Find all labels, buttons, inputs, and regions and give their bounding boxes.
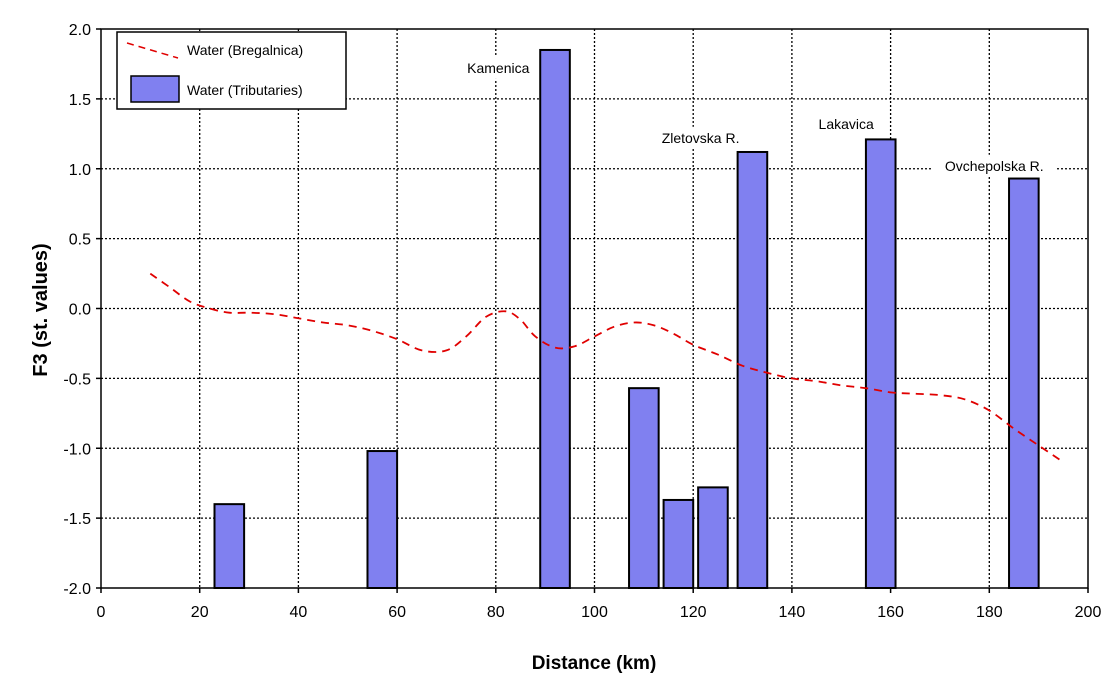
bar-tributary bbox=[697, 486, 729, 590]
bar-tributary bbox=[864, 138, 897, 589]
y-axis-ticks: -2.0 -1.5 -1.0 -0.5 0.0 0.5 1.0 1.5 2.0 bbox=[63, 22, 101, 598]
bar-tributary bbox=[1008, 177, 1040, 589]
annotations: Kamenica Zletovska R. Lakavica Ovchepolska … bbox=[460, 56, 1057, 177]
legend-line-swatch bbox=[126, 42, 179, 59]
grid-lines bbox=[101, 29, 1088, 588]
bar-tributary bbox=[628, 387, 660, 589]
x-tick-label: 20 bbox=[191, 604, 209, 621]
x-tick-label: 60 bbox=[388, 604, 406, 621]
x-tick-label: 160 bbox=[877, 604, 904, 621]
x-tick-label: 40 bbox=[290, 604, 308, 621]
annotation-bg bbox=[931, 154, 1057, 177]
y-tick-label: 1.0 bbox=[69, 162, 91, 179]
line-series bbox=[149, 272, 1064, 463]
bar-tributary bbox=[736, 150, 769, 589]
bar-tributary bbox=[539, 48, 571, 589]
legend-label-tributaries: Water (Tributaries) bbox=[187, 82, 303, 98]
y-tick-label: 1.5 bbox=[69, 92, 91, 109]
annotation-bg bbox=[646, 126, 755, 149]
annotation-label: Ovchepolska R. bbox=[945, 158, 1044, 174]
legend-bar-swatch bbox=[130, 75, 180, 103]
x-tick-label: 200 bbox=[1075, 604, 1102, 621]
annotation-label: Zletovska R. bbox=[662, 130, 740, 146]
y-tick-label: 2.0 bbox=[69, 22, 91, 39]
y-tick-label: -0.5 bbox=[63, 371, 91, 388]
x-axis-ticks: 0 20 40 60 80 100 120 140 160 180 200 bbox=[97, 588, 1102, 621]
x-tick-label: 180 bbox=[976, 604, 1003, 621]
legend: Water (Bregalnica) Water (Tributaries) bbox=[116, 31, 347, 110]
y-tick-label: 0.0 bbox=[69, 302, 91, 319]
x-axis-label: Distance (km) bbox=[532, 653, 657, 674]
y-tick-label: -2.0 bbox=[63, 581, 91, 598]
legend-label-bregalnica: Water (Bregalnica) bbox=[187, 42, 303, 58]
y-tick-label: -1.5 bbox=[63, 511, 91, 528]
x-tick-label: 120 bbox=[680, 604, 707, 621]
bar-tributary bbox=[662, 498, 695, 589]
x-tick-label: 100 bbox=[581, 604, 608, 621]
annotation-label: Lakavica bbox=[819, 116, 874, 132]
x-tick-label: 0 bbox=[97, 604, 106, 621]
bar-series bbox=[213, 48, 1040, 590]
line-bregalnica bbox=[149, 272, 1064, 463]
y-axis-label: F3 (st. values) bbox=[30, 243, 52, 376]
y-tick-label: -1.0 bbox=[63, 441, 91, 458]
y-tick-label: 0.5 bbox=[69, 232, 91, 249]
x-tick-label: 80 bbox=[487, 604, 505, 621]
x-tick-label: 140 bbox=[779, 604, 806, 621]
annotation-label: Kamenica bbox=[467, 60, 529, 76]
bar-tributary bbox=[366, 450, 399, 590]
bar-tributary bbox=[213, 503, 246, 589]
annotation-bg bbox=[460, 56, 537, 79]
annotation-bg bbox=[808, 112, 884, 135]
